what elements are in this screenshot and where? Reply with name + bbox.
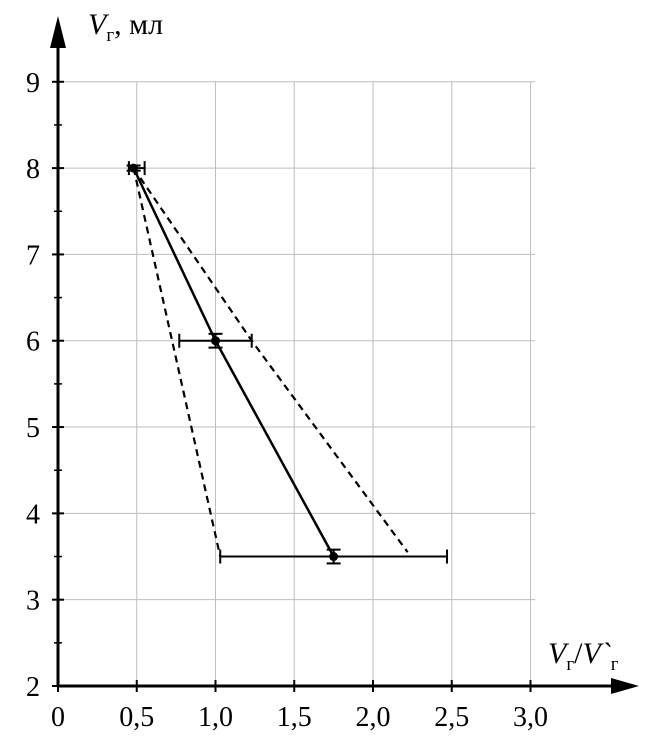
tick-labels: 2 3 4 5 6 7 8 9 0 0,5 1,0 1,5 2,0 2,5 3,0 (26, 68, 548, 733)
y-tick-label: 7 (26, 240, 40, 271)
y-tick-label: 3 (26, 586, 40, 617)
x-tick-label: 3,0 (513, 702, 548, 733)
x-tick-label: 1,0 (198, 702, 233, 733)
x-axis-label-main1: V (548, 637, 570, 670)
y-axis-arrow (50, 16, 66, 48)
x-tick-label: 0,5 (119, 702, 154, 733)
series (126, 161, 449, 565)
series-line-dashed (132, 167, 222, 557)
y-axis-label-main: V (88, 8, 110, 41)
x-axis-label-slash: / (574, 637, 583, 670)
y-axis-label-unit: , мл (114, 8, 163, 41)
y-tick-label: 5 (26, 413, 40, 444)
x-axis-label: Vг/V`г (548, 637, 619, 675)
data-point (329, 552, 339, 562)
y-axis-label-sub: г (106, 25, 114, 46)
x-tick-label: 2,0 (356, 702, 391, 733)
x-tick-label: 2,5 (434, 702, 469, 733)
axes (50, 16, 639, 694)
y-tick-label: 9 (26, 68, 40, 99)
y-tick-label: 6 (26, 327, 40, 358)
y-axis-label: Vг, мл (88, 8, 163, 46)
y-tick-label: 2 (26, 672, 40, 703)
series-line-dashed (132, 167, 409, 553)
x-tick-label: 0 (51, 702, 65, 733)
data-point (211, 336, 220, 346)
y-tick-label: 8 (26, 154, 40, 185)
x-axis-arrow (611, 678, 639, 694)
x-axis-label-sub2: г (611, 654, 619, 675)
series-line-solid (132, 167, 335, 558)
x-tick-label: 1,5 (277, 702, 312, 733)
y-tick-label: 4 (26, 499, 40, 530)
x-axis-label-sub1: г (566, 654, 574, 675)
x-axis-label-main2: V` (582, 637, 610, 670)
